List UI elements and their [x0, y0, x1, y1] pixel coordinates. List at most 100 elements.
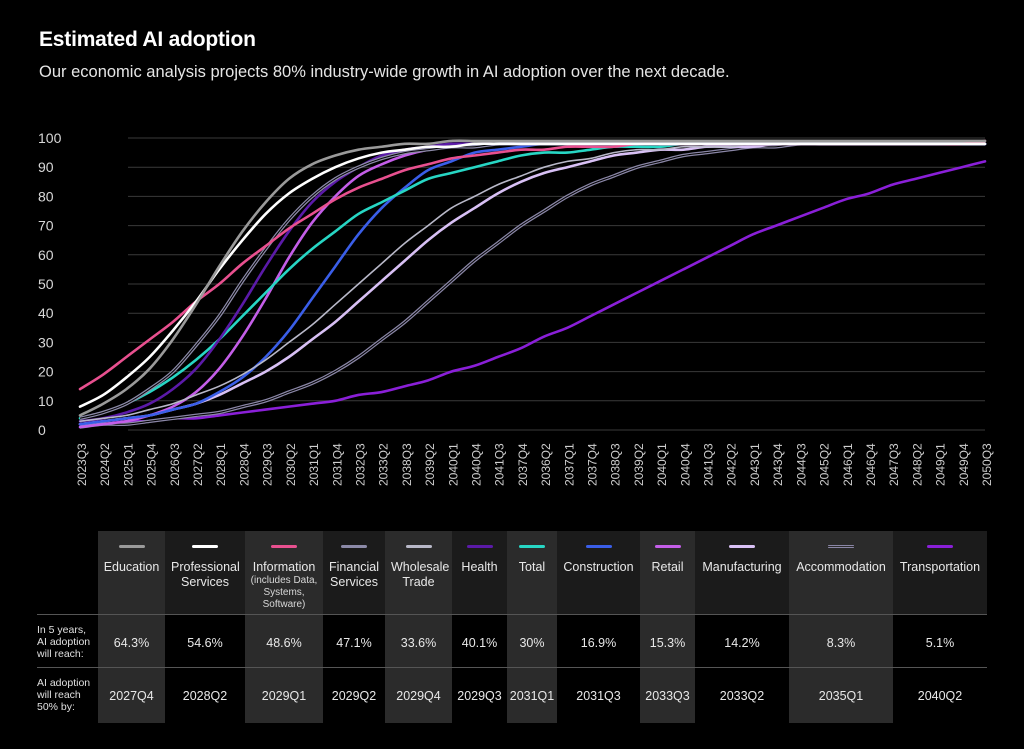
five-year-value: 40.1% — [461, 636, 498, 650]
legend-label-text: Retail — [651, 560, 684, 574]
legend-header: Information (includes Data, Systems, Soft… — [245, 531, 323, 614]
legend-header: Health — [452, 531, 507, 614]
legend-label: Health — [452, 560, 507, 575]
row-label-line: In 5 years, — [37, 624, 87, 636]
x-tick-label: 2045Q2 — [818, 443, 832, 486]
series-line-education — [78, 139, 987, 417]
legend-header: Accommodation — [789, 531, 893, 614]
series-line-professional-services — [78, 142, 987, 408]
gridlines — [128, 137, 985, 431]
x-tick-label: 2028Q1 — [214, 443, 228, 486]
table-divider — [37, 667, 987, 668]
legend-label: Professional Services — [165, 560, 245, 590]
legend-swatch — [341, 545, 367, 548]
series-lines — [78, 139, 987, 429]
row-label-line: 50% by: — [37, 701, 75, 713]
legend-label-text: Health — [461, 560, 498, 574]
legend-column-wholesale-trade: Wholesale Trade 33.6% 2029Q4 — [385, 531, 452, 723]
legend-column-construction: Construction 16.9% 2031Q3 — [557, 531, 640, 723]
x-tick-label: 2025Q1 — [121, 443, 135, 486]
legend-swatch — [654, 545, 681, 548]
five-year-value: 15.3% — [649, 636, 686, 650]
fifty-percent-date: 2033Q3 — [645, 689, 690, 703]
x-tick-label: 2047Q3 — [887, 443, 901, 486]
legend-label: Education — [98, 560, 165, 575]
fifty-percent-date: 2031Q3 — [576, 689, 621, 703]
x-tick-label: 2043Q1 — [748, 443, 762, 486]
legend-swatch — [729, 545, 755, 548]
y-tick-label: 0 — [38, 422, 46, 438]
x-tick-label: 2037Q1 — [562, 443, 576, 486]
legend-header: Financial Services — [323, 531, 385, 614]
fifty-percent-date: 2029Q3 — [457, 689, 502, 703]
x-tick-label: 2029Q3 — [261, 443, 275, 486]
fifty-percent-date: 2029Q4 — [396, 689, 441, 703]
x-tick-label: 2046Q4 — [864, 443, 878, 486]
x-tick-label: 2042Q2 — [725, 443, 739, 486]
series-line-health — [78, 142, 987, 423]
legend-label-text: Manufacturing — [702, 560, 782, 574]
fifty-percent-date: 2033Q2 — [719, 689, 765, 703]
five-year-value: 8.3% — [826, 636, 856, 650]
five-year-value: 30% — [519, 636, 545, 650]
y-tick-label: 100 — [38, 130, 62, 146]
x-tick-label: 2027Q2 — [191, 443, 205, 486]
x-tick-label: 2040Q1 — [446, 443, 460, 486]
five-year-value: 16.9% — [580, 636, 617, 650]
x-tick-label: 2040Q4 — [469, 443, 483, 486]
legend-swatch — [405, 545, 432, 548]
x-tick-label: 2026Q3 — [168, 443, 182, 486]
legend-header: Transportation — [893, 531, 987, 614]
legend-column-information: Information (includes Data, Systems, Soft… — [245, 531, 323, 723]
series-line-total — [78, 142, 987, 420]
five-year-value: 48.6% — [266, 636, 302, 650]
legend-label-text: Wholesale Trade — [391, 560, 450, 589]
row-label-line: will reach — [37, 689, 81, 701]
legend-header: Total — [507, 531, 557, 614]
legend-label: Information (includes Data, Systems, Soft… — [245, 560, 323, 611]
legend-sublabel: (includes Data, Systems, Software) — [250, 575, 318, 610]
series-line-transportation — [78, 160, 987, 426]
x-tick-label: 2024Q2 — [98, 443, 112, 486]
x-tick-label: 2041Q3 — [493, 443, 507, 486]
five-year-value: 5.1% — [925, 636, 955, 650]
x-tick-label: 2032Q3 — [353, 443, 367, 486]
x-tick-label: 2037Q4 — [586, 443, 600, 486]
legend-label: Retail — [640, 560, 695, 575]
y-tick-label: 40 — [38, 305, 54, 321]
legend-column-total: Total 30% 2031Q1 — [507, 531, 557, 723]
x-tick-label: 2036Q2 — [539, 443, 553, 486]
x-tick-label: 2037Q4 — [516, 443, 530, 486]
x-tick-label: 2025Q4 — [145, 443, 159, 486]
legend-label-text: Accommodation — [796, 560, 886, 574]
legend-label-text: Education — [103, 560, 160, 574]
legend-label-text: Transportation — [899, 560, 981, 574]
x-tick-label: 2050Q3 — [980, 443, 994, 486]
five-year-value: 14.2% — [724, 636, 760, 650]
y-axis-ticks: 0 10 20 30 40 50 60 70 80 90 100 — [38, 130, 62, 438]
chart-subtitle: Our economic analysis projects 80% indus… — [39, 63, 730, 81]
table-divider — [37, 614, 987, 615]
y-tick-label: 90 — [38, 159, 54, 175]
legend-label-text: Information — [252, 560, 316, 574]
legend-swatch — [585, 545, 612, 548]
legend-label: Financial Services — [323, 560, 385, 590]
legend-label: Wholesale Trade — [385, 560, 452, 590]
y-tick-label: 70 — [38, 218, 54, 234]
series-line-wholesale-trade — [79, 142, 986, 423]
x-tick-label: 2040Q4 — [678, 443, 692, 486]
legend-column-accommodation: Accommodation 8.3% 2035Q1 — [789, 531, 893, 723]
legend-swatch — [519, 545, 545, 548]
x-tick-label: 2023Q3 — [75, 443, 89, 486]
legend-swatch — [271, 545, 297, 548]
x-tick-label: 2048Q2 — [910, 443, 924, 486]
legend-column-manufacturing: Manufacturing 14.2% 2033Q2 — [695, 531, 789, 723]
fifty-percent-date: 2027Q4 — [109, 689, 154, 703]
y-tick-label: 80 — [38, 188, 54, 204]
y-tick-label: 50 — [38, 276, 54, 292]
legend-swatch — [192, 545, 218, 548]
five-year-value: 47.1% — [336, 636, 372, 650]
legend-header: Wholesale Trade — [385, 531, 452, 614]
x-tick-label: 2038Q3 — [400, 443, 414, 486]
legend-label: Accommodation — [789, 560, 893, 575]
